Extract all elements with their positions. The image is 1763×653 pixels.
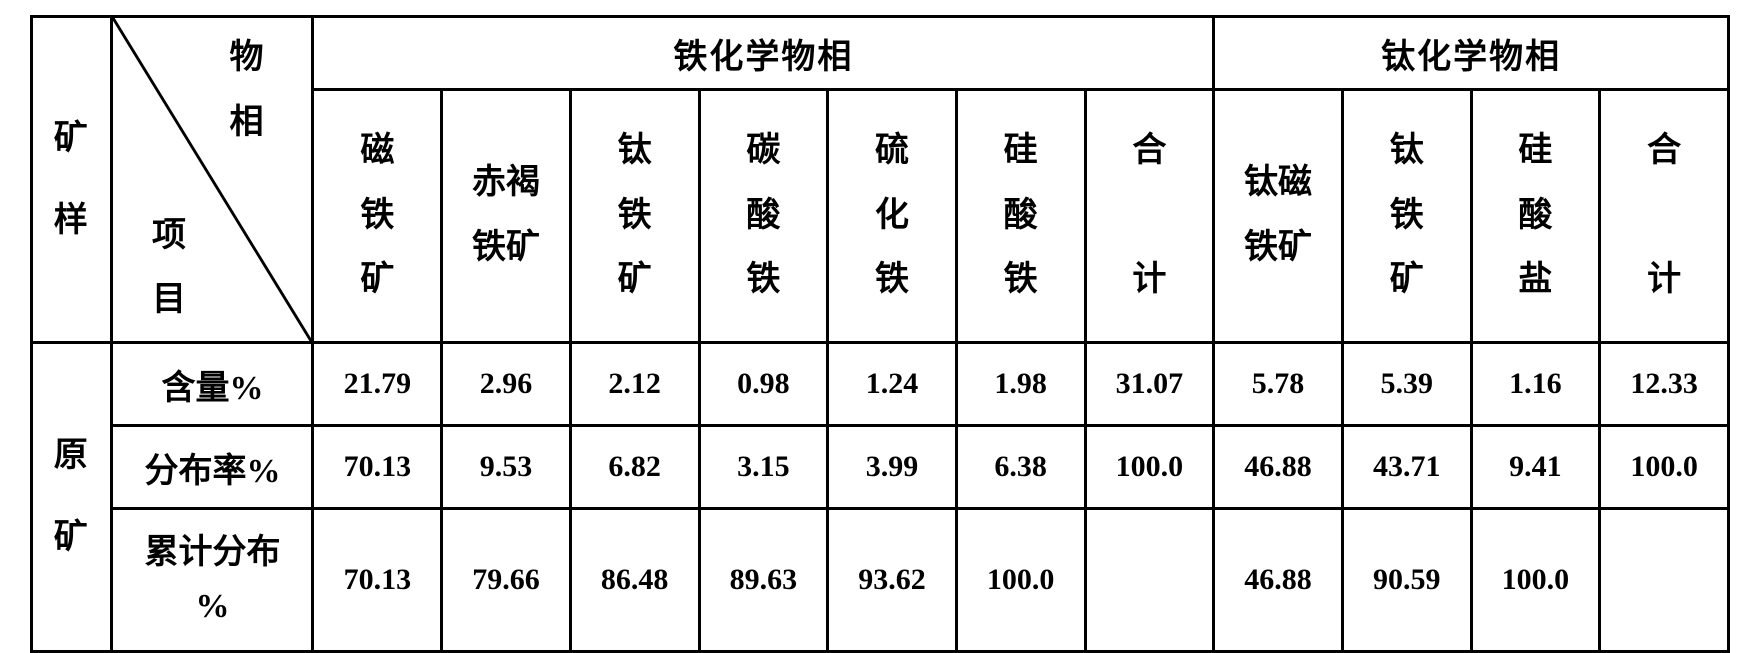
sample-name-cell: 原矿: [32, 343, 112, 652]
cell: 12.33: [1600, 343, 1729, 426]
cell: 100.0: [1600, 426, 1729, 509]
fe-col-4: 硫化铁: [828, 90, 957, 343]
cell: [1085, 509, 1214, 652]
cell: 100.0: [1085, 426, 1214, 509]
diag-bot-text: 项目: [152, 217, 188, 319]
cell: 6.82: [570, 426, 699, 509]
table-row: 累计分布% 70.13 79.66 86.48 89.63 93.62 100.…: [32, 509, 1729, 652]
cell: 5.39: [1342, 343, 1471, 426]
cell: 2.96: [442, 343, 571, 426]
diag-top-text: 物相: [229, 39, 265, 141]
fe-col-1: 赤褐铁矿: [442, 90, 571, 343]
cell: 2.12: [570, 343, 699, 426]
cell: 31.07: [1085, 343, 1214, 426]
row-label-dist: 分布率%: [112, 426, 313, 509]
cell: 70.13: [313, 509, 442, 652]
cell: 5.78: [1214, 343, 1343, 426]
fe-col-5: 硅酸铁: [956, 90, 1085, 343]
row-label-content: 含量%: [112, 343, 313, 426]
ti-col-1: 钛铁矿: [1342, 90, 1471, 343]
cell: 9.41: [1471, 426, 1600, 509]
cell: 0.98: [699, 343, 828, 426]
ti-group-header: 钛化学物相: [1214, 17, 1729, 90]
sample-header: 矿样: [32, 17, 112, 343]
cell: 70.13: [313, 426, 442, 509]
cell: 79.66: [442, 509, 571, 652]
sample-name-text: 原矿: [54, 437, 90, 556]
cell: 1.16: [1471, 343, 1600, 426]
fe-col-0: 磁铁矿: [313, 90, 442, 343]
phase-table: 矿样 物相 项目 铁化学物相 钛化学物相 磁铁矿 赤褐铁矿 钛铁矿 碳酸铁 硫化…: [30, 15, 1730, 653]
cell: 1.98: [956, 343, 1085, 426]
cell: 89.63: [699, 509, 828, 652]
cell: 1.24: [828, 343, 957, 426]
fe-col-2: 钛铁矿: [570, 90, 699, 343]
fe-group-header: 铁化学物相: [313, 17, 1214, 90]
row-label-cum: 累计分布%: [112, 509, 313, 652]
cell: 90.59: [1342, 509, 1471, 652]
ti-col-2: 硅酸盐: [1471, 90, 1600, 343]
cell: 46.88: [1214, 509, 1343, 652]
cell: [1600, 509, 1729, 652]
table-row: 分布率% 70.13 9.53 6.82 3.15 3.99 6.38 100.…: [32, 426, 1729, 509]
fe-col-6: 合计: [1085, 90, 1214, 343]
table-row: 原矿 含量% 21.79 2.96 2.12 0.98 1.24 1.98 31…: [32, 343, 1729, 426]
ti-col-3: 合计: [1600, 90, 1729, 343]
cell: 3.15: [699, 426, 828, 509]
diagonal-header: 物相 项目: [112, 17, 313, 343]
cell: 46.88: [1214, 426, 1343, 509]
cell: 21.79: [313, 343, 442, 426]
cell: 9.53: [442, 426, 571, 509]
cell: 100.0: [1471, 509, 1600, 652]
table-header-row: 矿样 物相 项目 铁化学物相 钛化学物相: [32, 17, 1729, 90]
cell: 43.71: [1342, 426, 1471, 509]
fe-col-3: 碳酸铁: [699, 90, 828, 343]
sample-header-text: 矿样: [54, 120, 90, 239]
cell: 3.99: [828, 426, 957, 509]
cell: 86.48: [570, 509, 699, 652]
cell: 93.62: [828, 509, 957, 652]
cell: 6.38: [956, 426, 1085, 509]
ti-col-0: 钛磁铁矿: [1214, 90, 1343, 343]
cell: 100.0: [956, 509, 1085, 652]
